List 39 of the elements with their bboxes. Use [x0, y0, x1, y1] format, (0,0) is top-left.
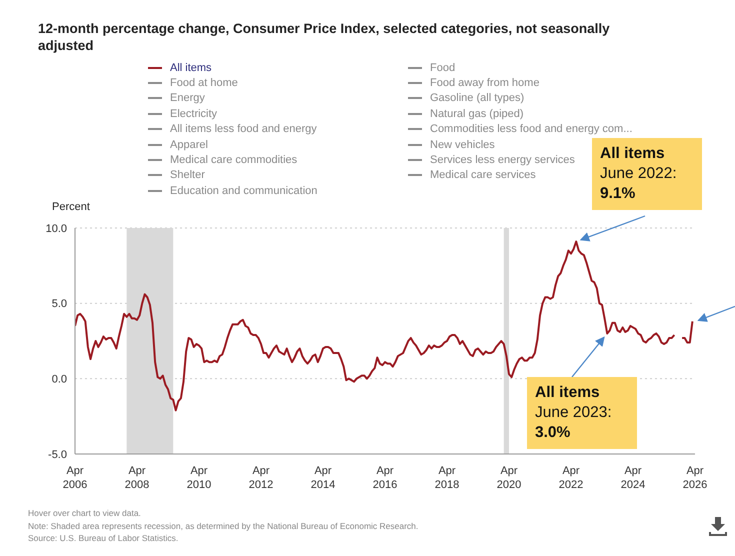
legend-label: Shelter [169, 168, 206, 184]
legend-label: Medical care services [430, 169, 536, 182]
source-note: Source: U.S. Bureau of Labor Statistics. [28, 532, 180, 544]
legend-label: Food away from home [429, 76, 540, 91]
annotation: All items June 2023: 3.0% [535, 383, 613, 443]
legend-label: All items [169, 60, 213, 76]
x-tick-label: Apr 2014 [310, 465, 336, 491]
legend-label: Energy [169, 91, 206, 106]
legend-label: Commodities less food and energy com... [429, 122, 634, 137]
legend-label: Medical care commodities [169, 153, 298, 168]
x-tick-label: Apr 2024 [620, 465, 646, 491]
x-tick-label: Apr 2022 [558, 465, 584, 491]
legend-label: Natural gas (piped) [429, 106, 525, 122]
x-tick-label: Apr 2008 [124, 465, 150, 491]
y-tick-label: 0.0 [52, 374, 67, 386]
x-tick-label: Apr 2020 [496, 465, 522, 491]
legend-label: Electricity [169, 106, 218, 122]
y-tick-label: 10.0 [46, 222, 67, 235]
text: Note: Shaded area represents recession, as determined by the National Bureau of Economic Research. [28, 520, 418, 532]
x-tick-label: Apr 2016 [372, 465, 398, 491]
legend-label: Gasoline (all types) [429, 91, 526, 106]
x-tick-label: Apr 2010 [186, 465, 212, 491]
legend-label: New vehicles [430, 138, 495, 151]
text: Hover over chart to view data. [28, 507, 142, 520]
legend-label: Education and communication [169, 184, 318, 199]
x-tick-label: Apr 2012 [248, 465, 274, 491]
y-axis-title: Percent [52, 201, 90, 213]
annotation: All items June 2022: 9.1% [600, 144, 678, 204]
legend-label: Apparel [169, 138, 209, 152]
x-tick-label: Apr 2006 [62, 465, 88, 491]
legend-label: Food [429, 60, 456, 76]
legend-label: All items less food and energy [169, 122, 318, 137]
x-tick-label: Apr 2018 [434, 465, 460, 491]
x-tick-label: Apr 2026 [682, 465, 708, 491]
y-tick-label: -5.0 [48, 448, 67, 461]
y-tick-label: 5.0 [52, 298, 67, 310]
legend-label: Services less energy services [430, 154, 575, 166]
legend-label: Food at home [169, 76, 239, 91]
chart-title: 12-month percentage change, Consumer Price Index, selected categories, not seasonally adjusted [38, 20, 611, 54]
